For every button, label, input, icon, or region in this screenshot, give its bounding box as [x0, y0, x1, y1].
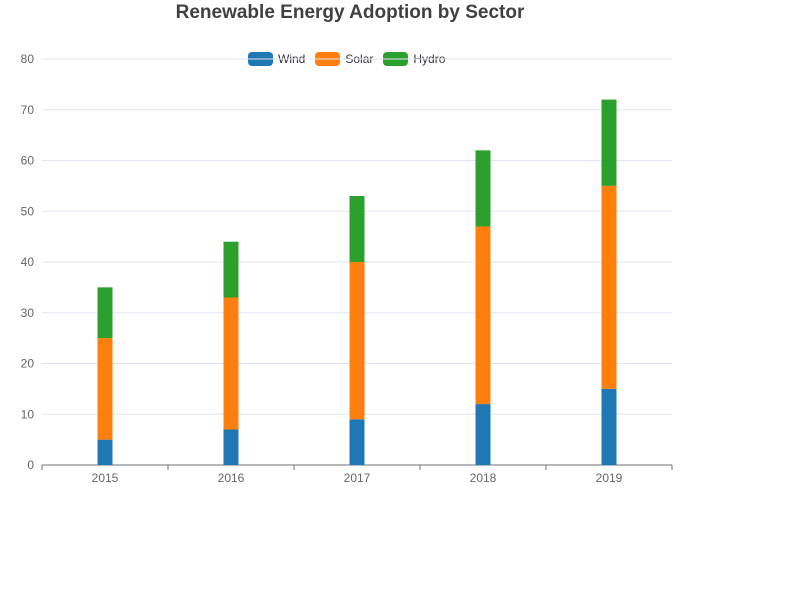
bar-hydro-2019: [601, 99, 617, 186]
bar-hydro-2018: [475, 150, 491, 227]
y-tick-label-50: 50: [21, 204, 35, 218]
bar-wind-2015: [97, 439, 113, 465]
bar-wind-2017: [349, 419, 365, 465]
x-tick-label-2018: 2018: [470, 471, 497, 485]
chart-title: Renewable Energy Adoption by Sector: [175, 2, 525, 23]
y-tick-label-60: 60: [21, 154, 35, 168]
bar-wind-2018: [475, 404, 491, 465]
bar-hydro-2015: [97, 287, 113, 339]
x-tick-label-2019: 2019: [596, 471, 623, 485]
bar-solar-2015: [97, 338, 113, 440]
y-tick-label-0: 0: [27, 458, 34, 472]
y-tick-label-10: 10: [21, 407, 35, 421]
y-tick-label-20: 20: [21, 357, 35, 371]
x-tick-label-2015: 2015: [92, 471, 119, 485]
bar-wind-2016: [223, 429, 239, 465]
x-tick-label-2017: 2017: [344, 471, 371, 485]
y-tick-label-30: 30: [21, 306, 35, 320]
bar-wind-2019: [601, 388, 617, 465]
bar-solar-2018: [475, 226, 491, 405]
bar-hydro-2016: [223, 241, 239, 298]
bar-solar-2019: [601, 185, 617, 389]
bar-solar-2016: [223, 297, 239, 430]
y-tick-label-80: 80: [21, 52, 35, 66]
bar-solar-2017: [349, 262, 365, 420]
y-tick-label-70: 70: [21, 103, 35, 117]
bar-hydro-2017: [349, 196, 365, 262]
y-tick-label-40: 40: [21, 255, 35, 269]
x-tick-label-2016: 2016: [218, 471, 245, 485]
